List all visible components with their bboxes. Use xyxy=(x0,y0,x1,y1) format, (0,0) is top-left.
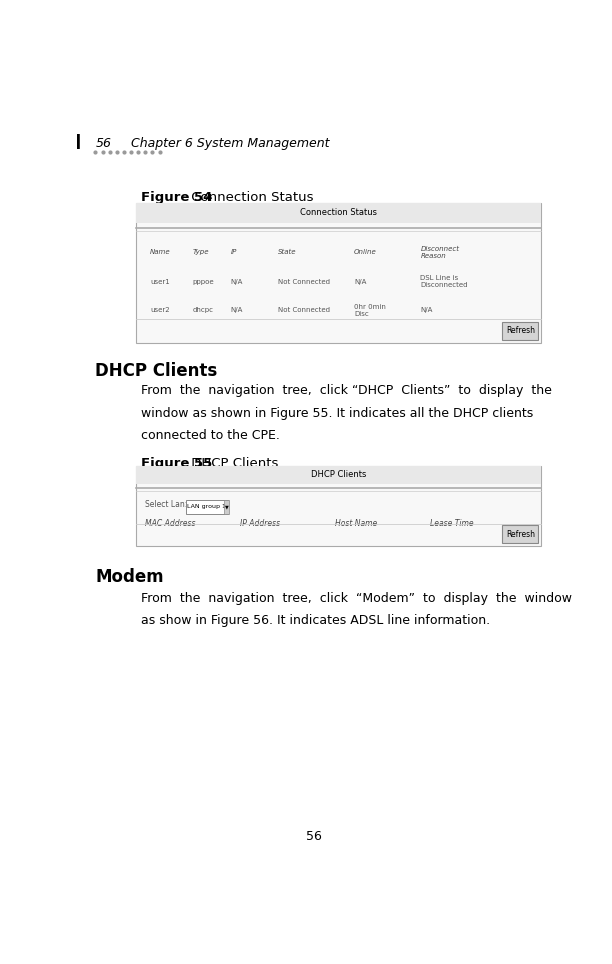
Text: Modem: Modem xyxy=(95,569,164,586)
Text: 56: 56 xyxy=(95,137,111,150)
Text: connected to the CPE.: connected to the CPE. xyxy=(141,429,280,442)
FancyBboxPatch shape xyxy=(185,500,228,514)
Text: user1: user1 xyxy=(150,279,170,285)
Text: window as shown in Figure 55. It indicates all the DHCP clients: window as shown in Figure 55. It indicat… xyxy=(141,407,533,419)
Text: Connection Status: Connection Status xyxy=(187,192,313,204)
Text: N/A: N/A xyxy=(354,279,367,285)
Text: IP Address: IP Address xyxy=(240,520,280,528)
Text: State: State xyxy=(278,250,297,255)
Text: Not Connected: Not Connected xyxy=(278,279,330,285)
Text: N/A: N/A xyxy=(420,308,433,313)
Text: Refresh: Refresh xyxy=(506,327,535,335)
FancyBboxPatch shape xyxy=(136,203,542,343)
Text: LAN group 1: LAN group 1 xyxy=(187,504,226,509)
Text: ▼: ▼ xyxy=(225,504,228,509)
Text: Not Connected: Not Connected xyxy=(278,308,330,313)
Text: Name: Name xyxy=(150,250,171,255)
Text: user2: user2 xyxy=(150,308,170,313)
Text: 56: 56 xyxy=(306,830,321,844)
FancyBboxPatch shape xyxy=(136,466,542,547)
Text: Disconnect
Reason: Disconnect Reason xyxy=(420,246,460,258)
FancyBboxPatch shape xyxy=(223,500,230,514)
FancyBboxPatch shape xyxy=(136,203,542,223)
Text: pppoe: pppoe xyxy=(193,279,214,285)
FancyBboxPatch shape xyxy=(502,322,539,340)
Text: Chapter 6 System Management: Chapter 6 System Management xyxy=(131,137,329,150)
Text: DHCP Clients: DHCP Clients xyxy=(95,362,218,380)
Text: From  the  navigation  tree,  click “DHCP  Clients”  to  display  the: From the navigation tree, click “DHCP Cl… xyxy=(141,385,551,397)
Text: MAC Address: MAC Address xyxy=(145,520,196,528)
Text: dhcpc: dhcpc xyxy=(193,308,214,313)
Text: DSL Line is
Disconnected: DSL Line is Disconnected xyxy=(420,276,468,288)
Text: Connection Status: Connection Status xyxy=(300,208,377,218)
Text: 0hr 0min
Disc: 0hr 0min Disc xyxy=(354,304,386,316)
Text: IP: IP xyxy=(231,250,237,255)
Text: Figure 55: Figure 55 xyxy=(141,457,212,470)
Text: N/A: N/A xyxy=(231,279,243,285)
Text: Lease Time: Lease Time xyxy=(430,520,474,528)
Text: DHCP Clients: DHCP Clients xyxy=(187,457,278,470)
FancyBboxPatch shape xyxy=(136,466,542,484)
Text: N/A: N/A xyxy=(231,308,243,313)
Text: From  the  navigation  tree,  click  “Modem”  to  display  the  window: From the navigation tree, click “Modem” … xyxy=(141,592,572,605)
Text: Host Name: Host Name xyxy=(335,520,377,528)
Text: Figure 54: Figure 54 xyxy=(141,192,212,204)
Text: Select Lan:: Select Lan: xyxy=(145,500,187,509)
Text: Type: Type xyxy=(193,250,209,255)
Text: DHCP Clients: DHCP Clients xyxy=(311,470,366,479)
Text: Refresh: Refresh xyxy=(506,530,535,539)
FancyBboxPatch shape xyxy=(502,525,539,544)
Text: as show in Figure 56. It indicates ADSL line information.: as show in Figure 56. It indicates ADSL … xyxy=(141,614,490,628)
Text: Online: Online xyxy=(354,250,377,255)
